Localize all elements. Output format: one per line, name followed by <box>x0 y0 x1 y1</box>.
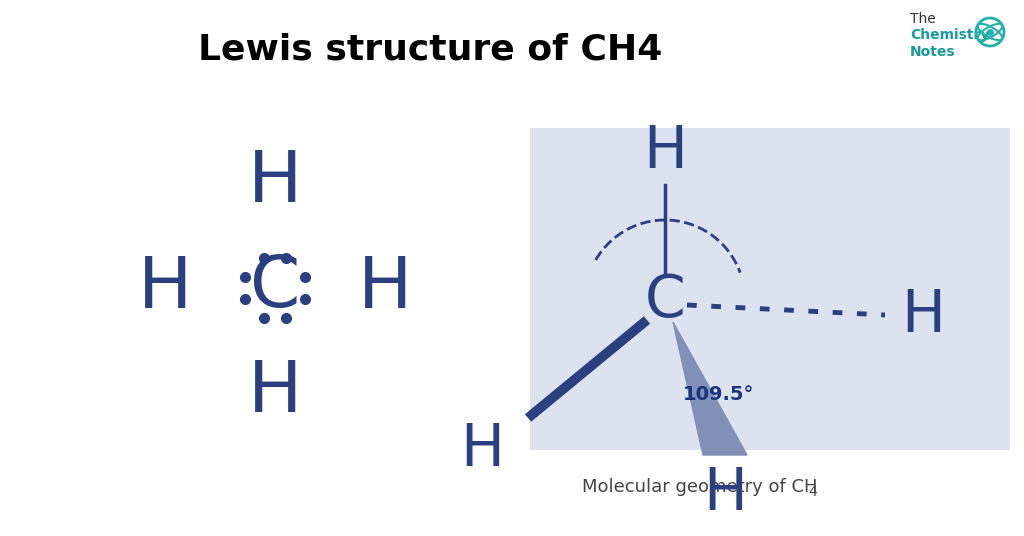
Text: H: H <box>138 254 193 323</box>
Text: H: H <box>643 123 687 181</box>
Text: H: H <box>248 359 302 428</box>
Text: Chemistry: Chemistry <box>910 28 989 42</box>
Text: Notes: Notes <box>910 45 955 59</box>
Text: C: C <box>250 254 300 323</box>
Text: Molecular geometry of CH: Molecular geometry of CH <box>583 478 818 496</box>
Text: H: H <box>248 148 302 218</box>
Polygon shape <box>673 322 746 455</box>
FancyBboxPatch shape <box>530 128 1010 450</box>
Text: The: The <box>910 12 936 26</box>
Text: 109.5°: 109.5° <box>683 385 755 405</box>
Text: C: C <box>645 272 685 329</box>
Text: H: H <box>357 254 413 323</box>
Text: Lewis structure of CH4: Lewis structure of CH4 <box>198 32 663 66</box>
Text: H: H <box>460 421 504 479</box>
Text: H: H <box>703 465 746 522</box>
Text: 4: 4 <box>809 485 817 499</box>
Text: H: H <box>901 287 945 344</box>
